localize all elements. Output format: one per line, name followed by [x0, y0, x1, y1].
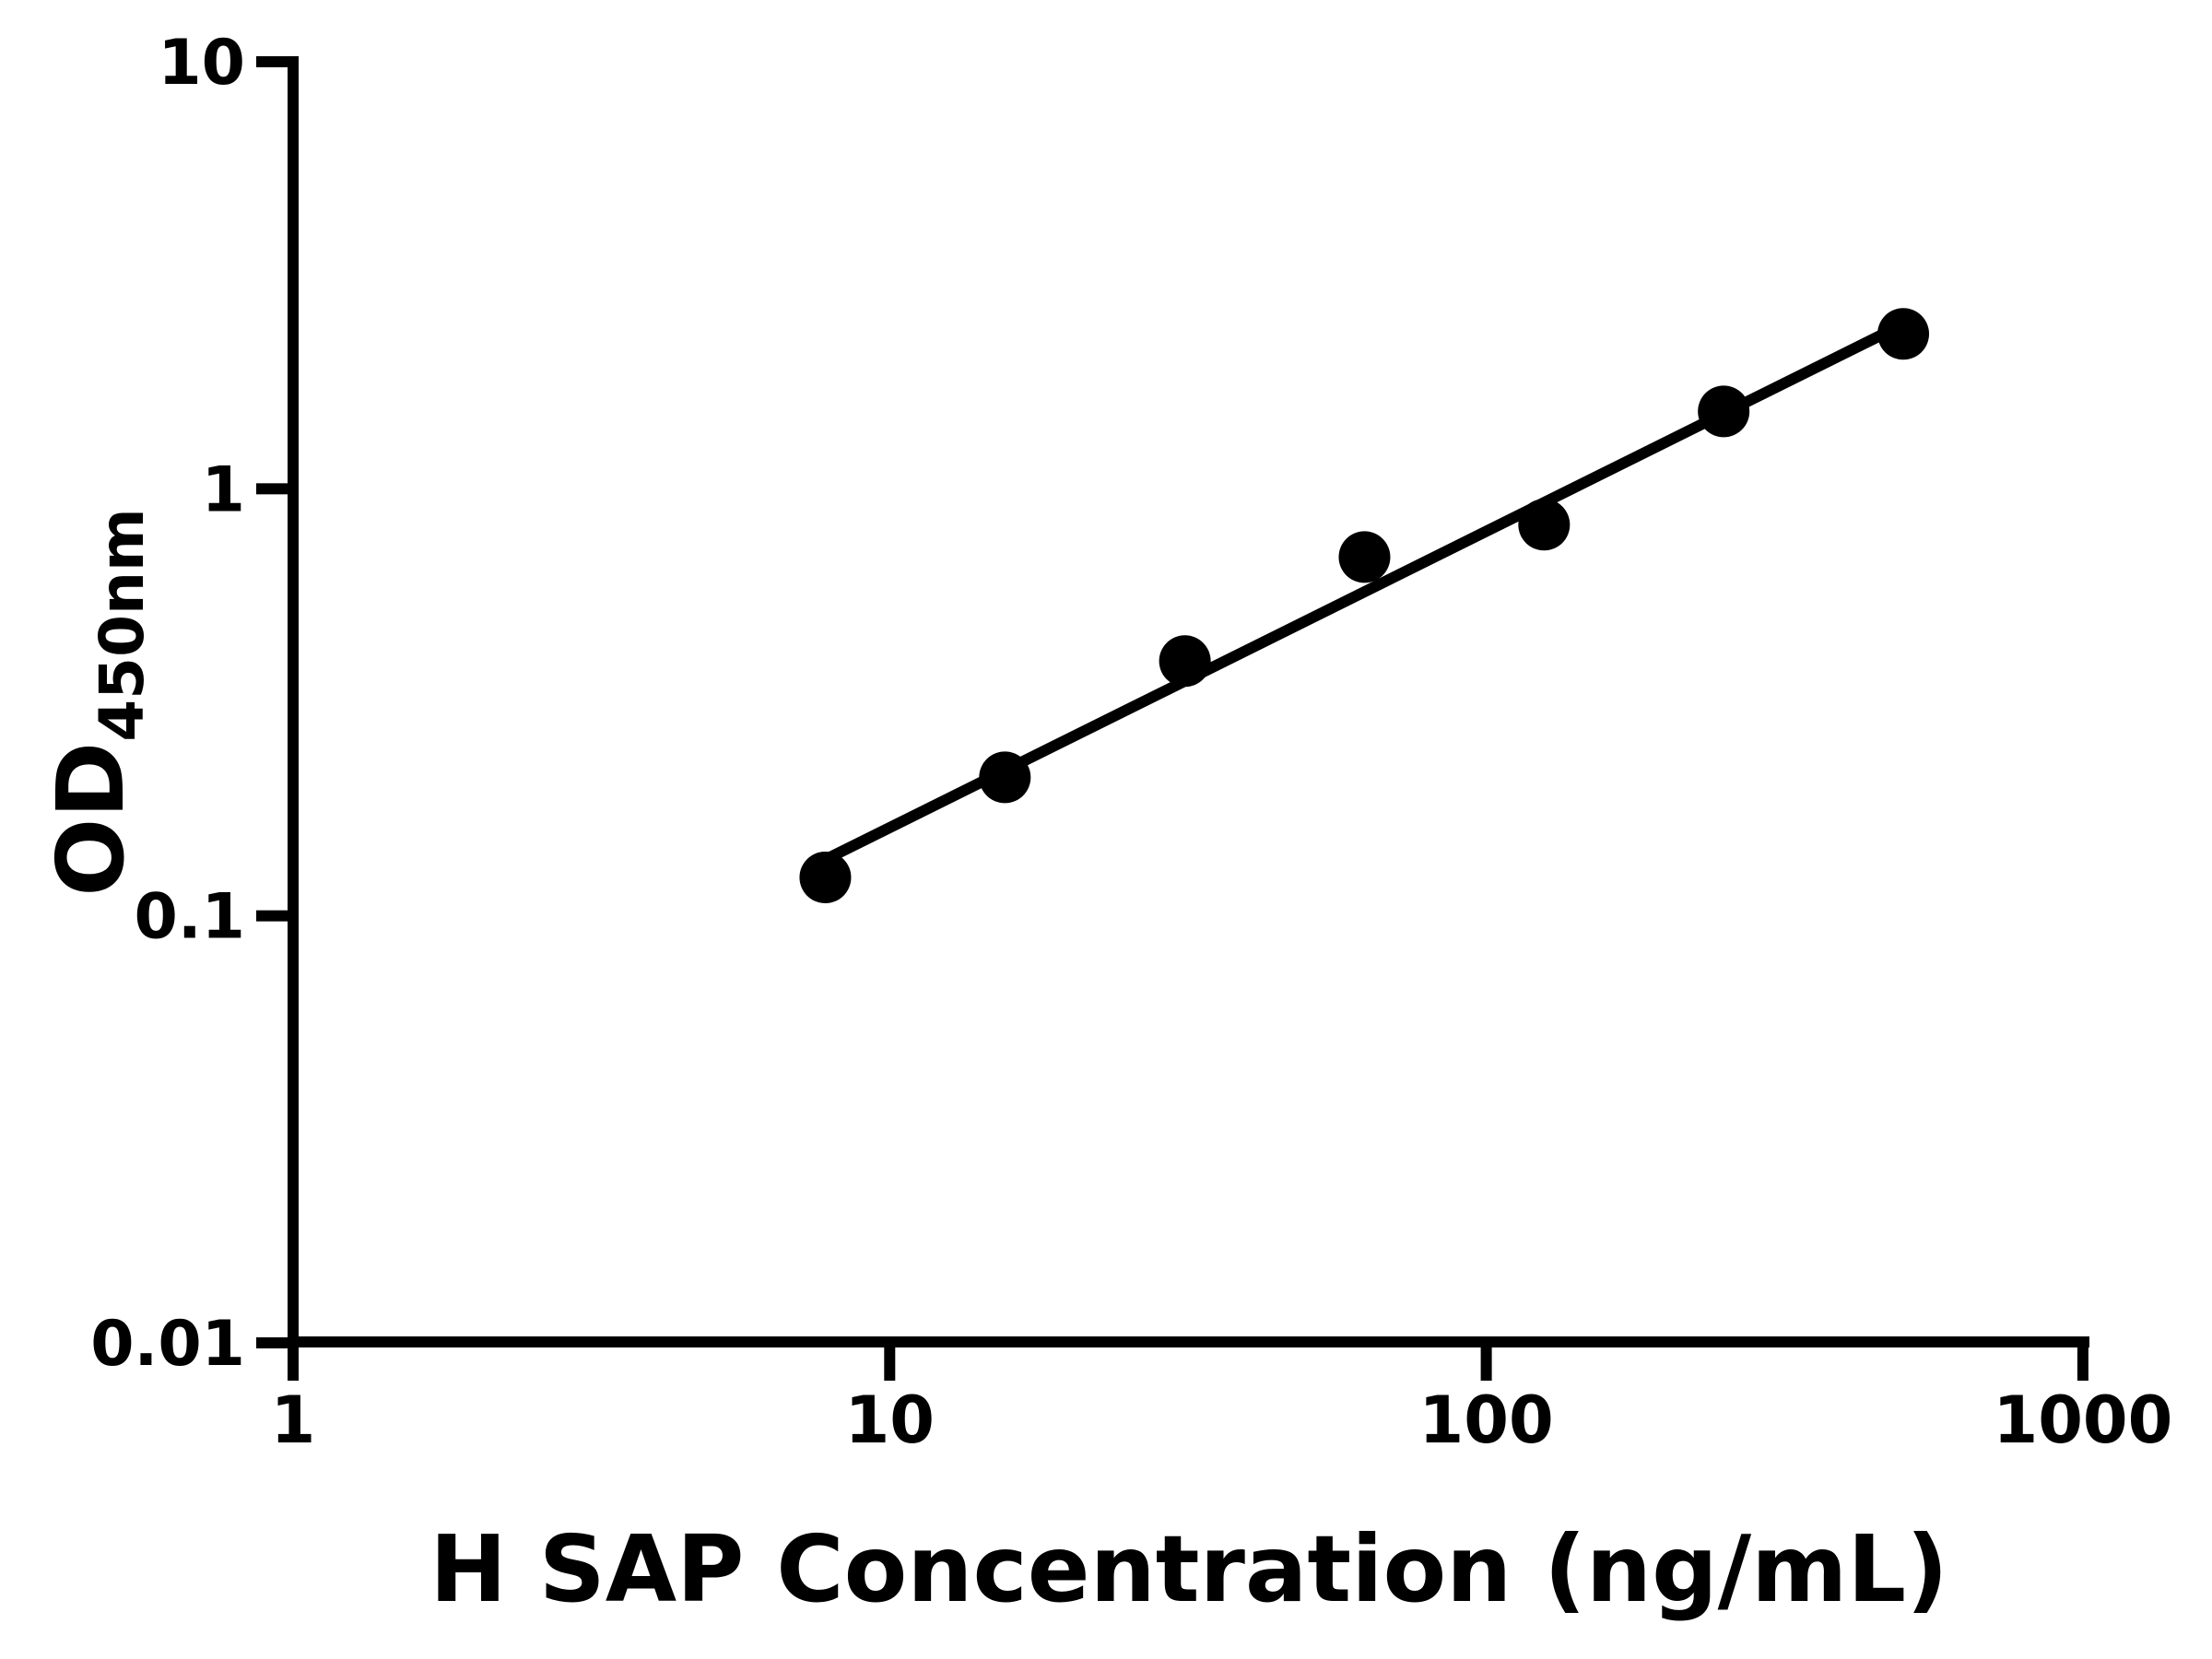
y-tick-mark: [256, 910, 288, 922]
ticks-layer: 10 1 0.1 0.01 1 10 100 1000: [90, 27, 2172, 1458]
data-point: [1518, 499, 1571, 551]
y-axis-title-subscript: 450nm: [87, 508, 158, 742]
axes-layer: [288, 56, 2089, 1347]
x-axis-title: H SAP Concentration (ng/mL): [429, 1515, 1948, 1623]
x-tick-label: 1000: [1993, 1382, 2172, 1458]
y-axis-title: OD450nm: [37, 508, 158, 897]
x-tick-label: 100: [1419, 1382, 1554, 1458]
x-axis-line: [288, 1336, 2089, 1347]
plot-layer: [799, 308, 1930, 904]
x-tick-mark: [1480, 1347, 1492, 1381]
y-tick-label: 1: [202, 453, 245, 526]
y-axis-title-base: OD: [37, 742, 145, 897]
data-point: [799, 852, 852, 904]
y-tick-mark: [256, 1337, 288, 1348]
x-tick-mark: [2077, 1347, 2088, 1381]
data-point: [979, 751, 1031, 804]
y-tick-label: 0.1: [135, 881, 245, 954]
y-axis-line: [288, 56, 299, 1347]
y-tick-mark: [256, 483, 288, 495]
data-point: [1338, 531, 1391, 583]
x-tick-label: 1: [271, 1382, 316, 1458]
y-tick-mark: [256, 56, 288, 68]
data-point: [1159, 635, 1211, 688]
y-tick-label: 10: [158, 27, 245, 100]
x-tick-mark: [884, 1347, 896, 1381]
data-point: [1698, 385, 1750, 438]
data-point: [1877, 308, 1930, 360]
x-tick-label: 10: [845, 1382, 935, 1458]
y-tick-label: 0.01: [90, 1308, 245, 1381]
x-tick-mark: [288, 1347, 299, 1381]
